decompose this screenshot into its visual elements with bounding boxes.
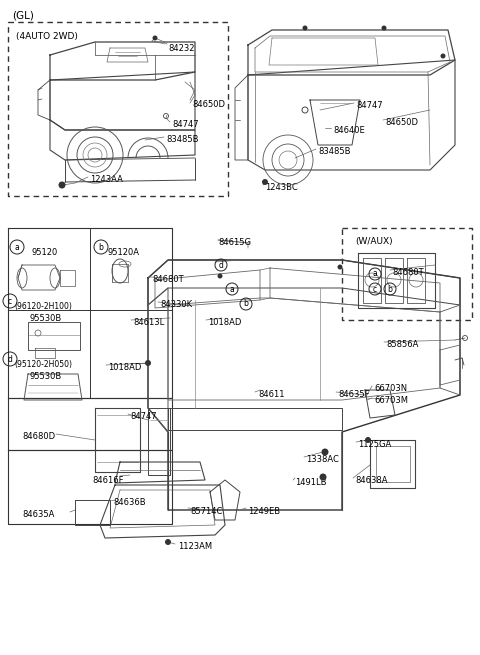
Text: 84616F: 84616F xyxy=(92,476,123,485)
Text: 84650D: 84650D xyxy=(385,118,418,127)
Text: 66703N: 66703N xyxy=(374,384,407,393)
Text: 83485B: 83485B xyxy=(166,135,199,144)
Text: 84638A: 84638A xyxy=(355,476,387,485)
Circle shape xyxy=(337,265,343,269)
Circle shape xyxy=(59,181,65,189)
Text: 84680D: 84680D xyxy=(22,432,55,441)
Text: b: b xyxy=(387,284,393,293)
Text: 83485B: 83485B xyxy=(318,147,350,156)
Text: 84747: 84747 xyxy=(356,101,383,110)
Text: b: b xyxy=(243,299,249,309)
Text: 84650D: 84650D xyxy=(192,100,225,109)
Text: 85714C: 85714C xyxy=(190,507,222,516)
Circle shape xyxy=(302,26,308,31)
Text: 1243BC: 1243BC xyxy=(265,183,298,192)
Text: a: a xyxy=(229,284,234,293)
Text: 84615G: 84615G xyxy=(218,238,251,247)
Text: d: d xyxy=(218,261,223,269)
Text: d: d xyxy=(8,354,12,364)
Text: 84635A: 84635A xyxy=(22,510,54,519)
Text: 66703M: 66703M xyxy=(374,396,408,405)
Text: 84635F: 84635F xyxy=(338,390,370,399)
Text: 84680T: 84680T xyxy=(152,275,184,284)
Text: 1338AC: 1338AC xyxy=(306,455,339,464)
Text: 1125GA: 1125GA xyxy=(358,440,391,449)
Text: 1243AA: 1243AA xyxy=(90,175,123,184)
Text: c: c xyxy=(373,284,377,293)
Text: 84613L: 84613L xyxy=(133,318,164,327)
Text: (W/AUX): (W/AUX) xyxy=(355,237,393,246)
Text: 84232: 84232 xyxy=(168,44,194,53)
Circle shape xyxy=(262,179,268,185)
Text: 84747: 84747 xyxy=(130,412,156,421)
Text: b: b xyxy=(98,242,103,252)
Text: a: a xyxy=(372,269,377,278)
Text: 84611: 84611 xyxy=(258,390,285,399)
Circle shape xyxy=(441,54,445,58)
Text: 84680T: 84680T xyxy=(392,268,424,277)
Text: (96120-2H100): (96120-2H100) xyxy=(14,302,72,311)
Circle shape xyxy=(365,437,371,443)
Text: 1249EB: 1249EB xyxy=(248,507,280,516)
Text: (GL): (GL) xyxy=(12,10,34,20)
Text: 84640E: 84640E xyxy=(333,126,365,135)
Text: 84330K: 84330K xyxy=(160,300,192,309)
Text: 95120A: 95120A xyxy=(107,248,139,257)
Circle shape xyxy=(165,539,171,545)
Text: c: c xyxy=(8,297,12,305)
Circle shape xyxy=(320,474,326,481)
Text: 84636B: 84636B xyxy=(113,498,145,507)
Circle shape xyxy=(153,35,157,41)
Text: 1123AM: 1123AM xyxy=(178,542,212,551)
Text: a: a xyxy=(14,242,19,252)
Text: 84747: 84747 xyxy=(172,120,199,129)
Circle shape xyxy=(217,274,223,278)
Text: 95530B: 95530B xyxy=(30,372,62,381)
Text: 1491LB: 1491LB xyxy=(295,478,326,487)
Text: (4AUTO 2WD): (4AUTO 2WD) xyxy=(16,32,78,41)
Circle shape xyxy=(145,360,151,366)
Text: 95120: 95120 xyxy=(32,248,58,257)
Text: 95530B: 95530B xyxy=(30,314,62,323)
Circle shape xyxy=(382,26,386,31)
Text: 1018AD: 1018AD xyxy=(108,363,142,372)
Text: 85856A: 85856A xyxy=(386,340,419,349)
Circle shape xyxy=(322,449,328,455)
Text: (95120-2H050): (95120-2H050) xyxy=(14,360,72,369)
Text: 1018AD: 1018AD xyxy=(208,318,241,327)
